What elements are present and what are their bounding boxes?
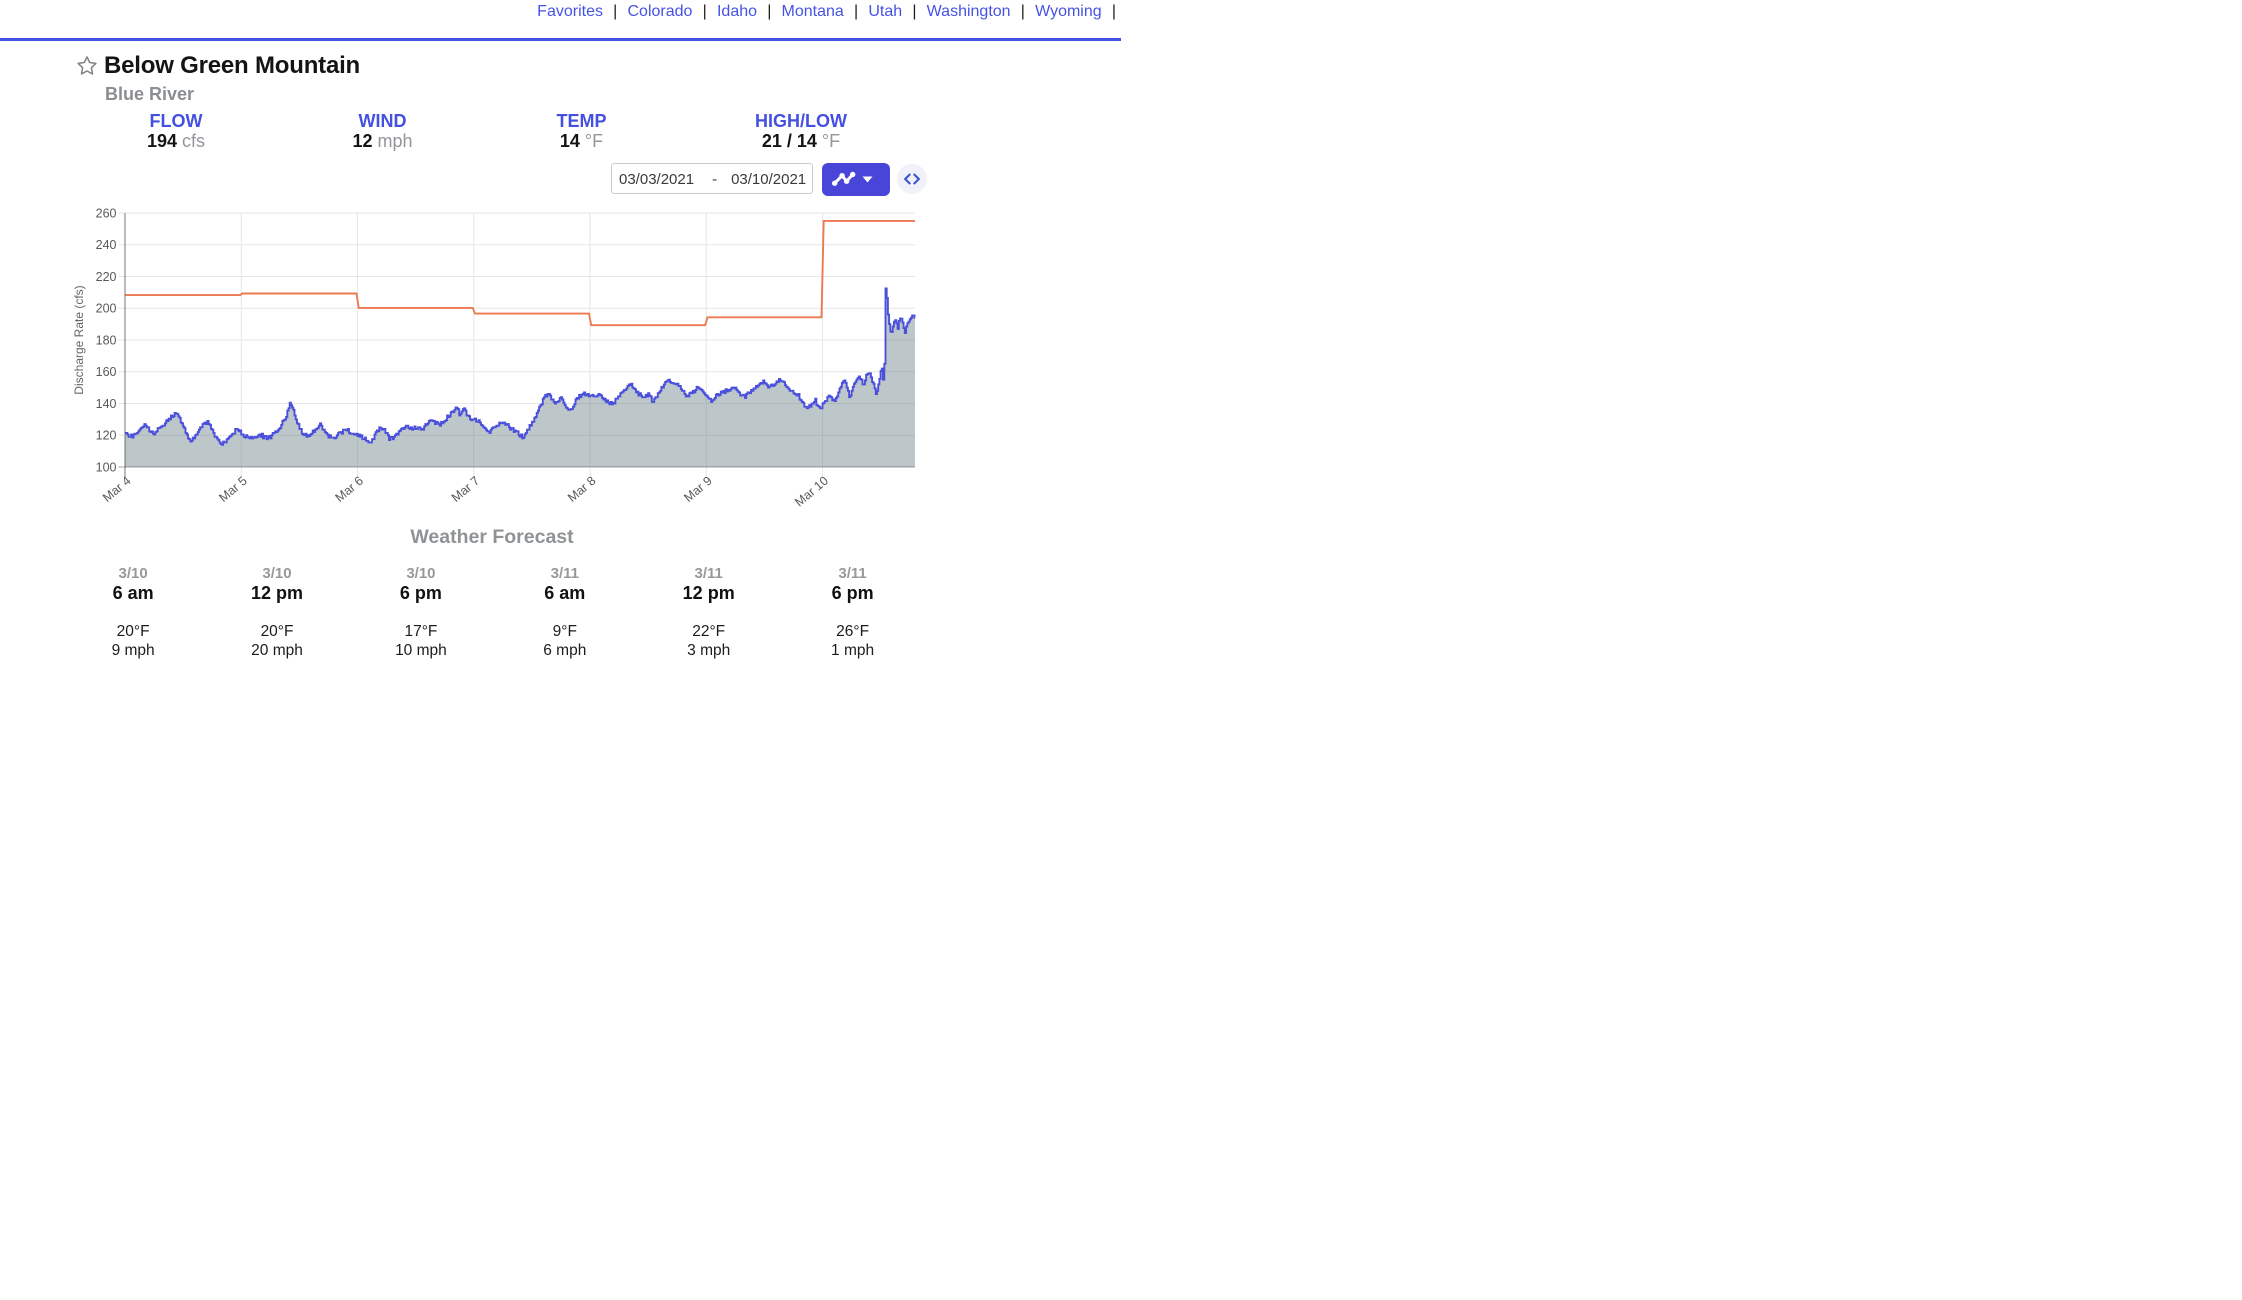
svg-text:Mar 9: Mar 9 [681,474,715,505]
svg-text:200: 200 [96,302,117,316]
svg-text:160: 160 [96,365,117,379]
svg-text:240: 240 [96,238,117,252]
svg-text:Mar 8: Mar 8 [565,474,599,505]
svg-text:120: 120 [96,429,117,443]
svg-text:220: 220 [96,270,117,284]
svg-text:Mar 4: Mar 4 [100,474,134,505]
svg-text:Mar 7: Mar 7 [449,474,483,505]
svg-text:Discharge Rate (cfs): Discharge Rate (cfs) [72,285,86,394]
svg-text:Mar 10: Mar 10 [792,474,831,510]
svg-text:260: 260 [96,206,117,220]
svg-text:140: 140 [96,397,117,411]
svg-text:Mar 5: Mar 5 [216,474,250,505]
svg-text:100: 100 [96,460,117,474]
svg-text:Mar 6: Mar 6 [333,474,367,505]
svg-text:180: 180 [96,333,117,347]
